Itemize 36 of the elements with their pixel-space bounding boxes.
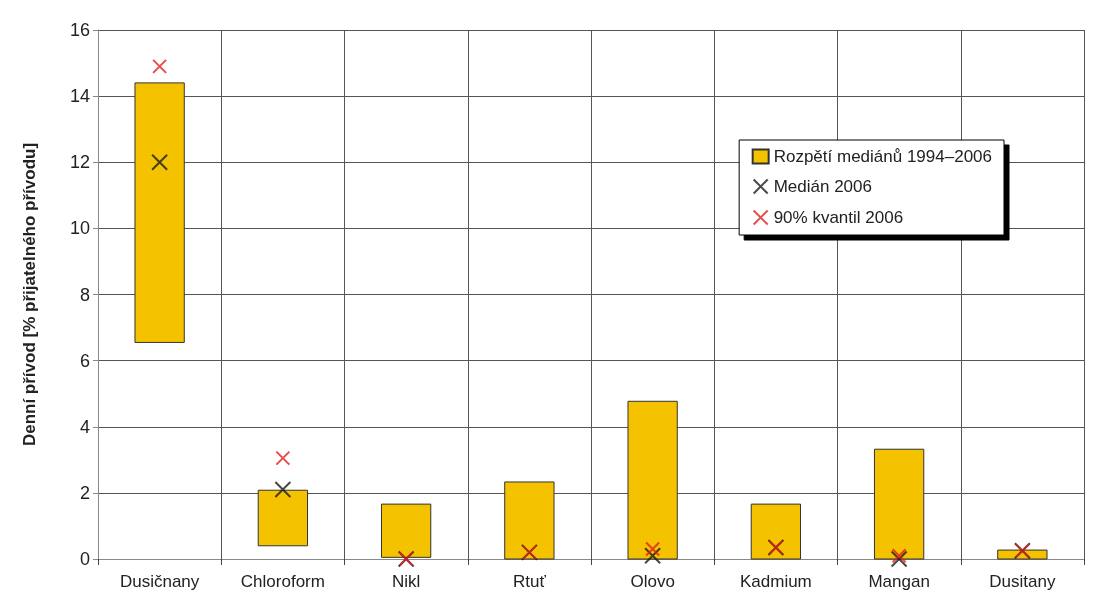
- x-tick-label: Kadmium: [739, 572, 812, 591]
- y-tick-label: 8: [79, 284, 90, 305]
- y-tick-label: 6: [79, 350, 90, 371]
- point: [891, 548, 907, 564]
- point: [890, 550, 908, 568]
- x-tick-label: Dusitany: [989, 572, 1056, 591]
- y-tick-label: 12: [69, 152, 90, 173]
- bar: [257, 489, 309, 547]
- point: [274, 481, 292, 499]
- legend-label: Medián 2006: [773, 177, 872, 196]
- bar: [627, 400, 678, 560]
- bar: [504, 481, 555, 560]
- legend-label: Rozpětí mediánů 1994–2006: [773, 147, 993, 166]
- bar: [873, 448, 925, 560]
- point: [151, 153, 169, 171]
- x-tick-label: Mangan: [868, 572, 930, 591]
- bar: [380, 503, 432, 558]
- bar: [750, 503, 802, 560]
- y-tick-label: 16: [69, 20, 90, 40]
- point: [645, 541, 661, 557]
- x-tick-label: Rtuť: [512, 572, 547, 591]
- x-tick-label: Olovo: [630, 572, 675, 591]
- y-tick-label: 4: [79, 416, 90, 437]
- y-tick-label: 10: [69, 218, 90, 239]
- y-tick-label: 0: [79, 549, 90, 569]
- y-tick-label: 2: [79, 482, 90, 503]
- x-tick-label: Chloroform: [240, 572, 325, 591]
- point: [152, 58, 168, 74]
- point: [275, 450, 291, 466]
- x-tick-label: Dusičnany: [119, 572, 200, 591]
- y-axis-title: Denní přívod [% přijatelného přívodu]: [20, 142, 39, 447]
- bar: [134, 82, 185, 343]
- x-tick-label: Nikl: [391, 572, 421, 591]
- y-tick-label: 14: [69, 86, 90, 107]
- legend-label: 90% kvantil 2006: [773, 208, 904, 227]
- point: [644, 547, 662, 565]
